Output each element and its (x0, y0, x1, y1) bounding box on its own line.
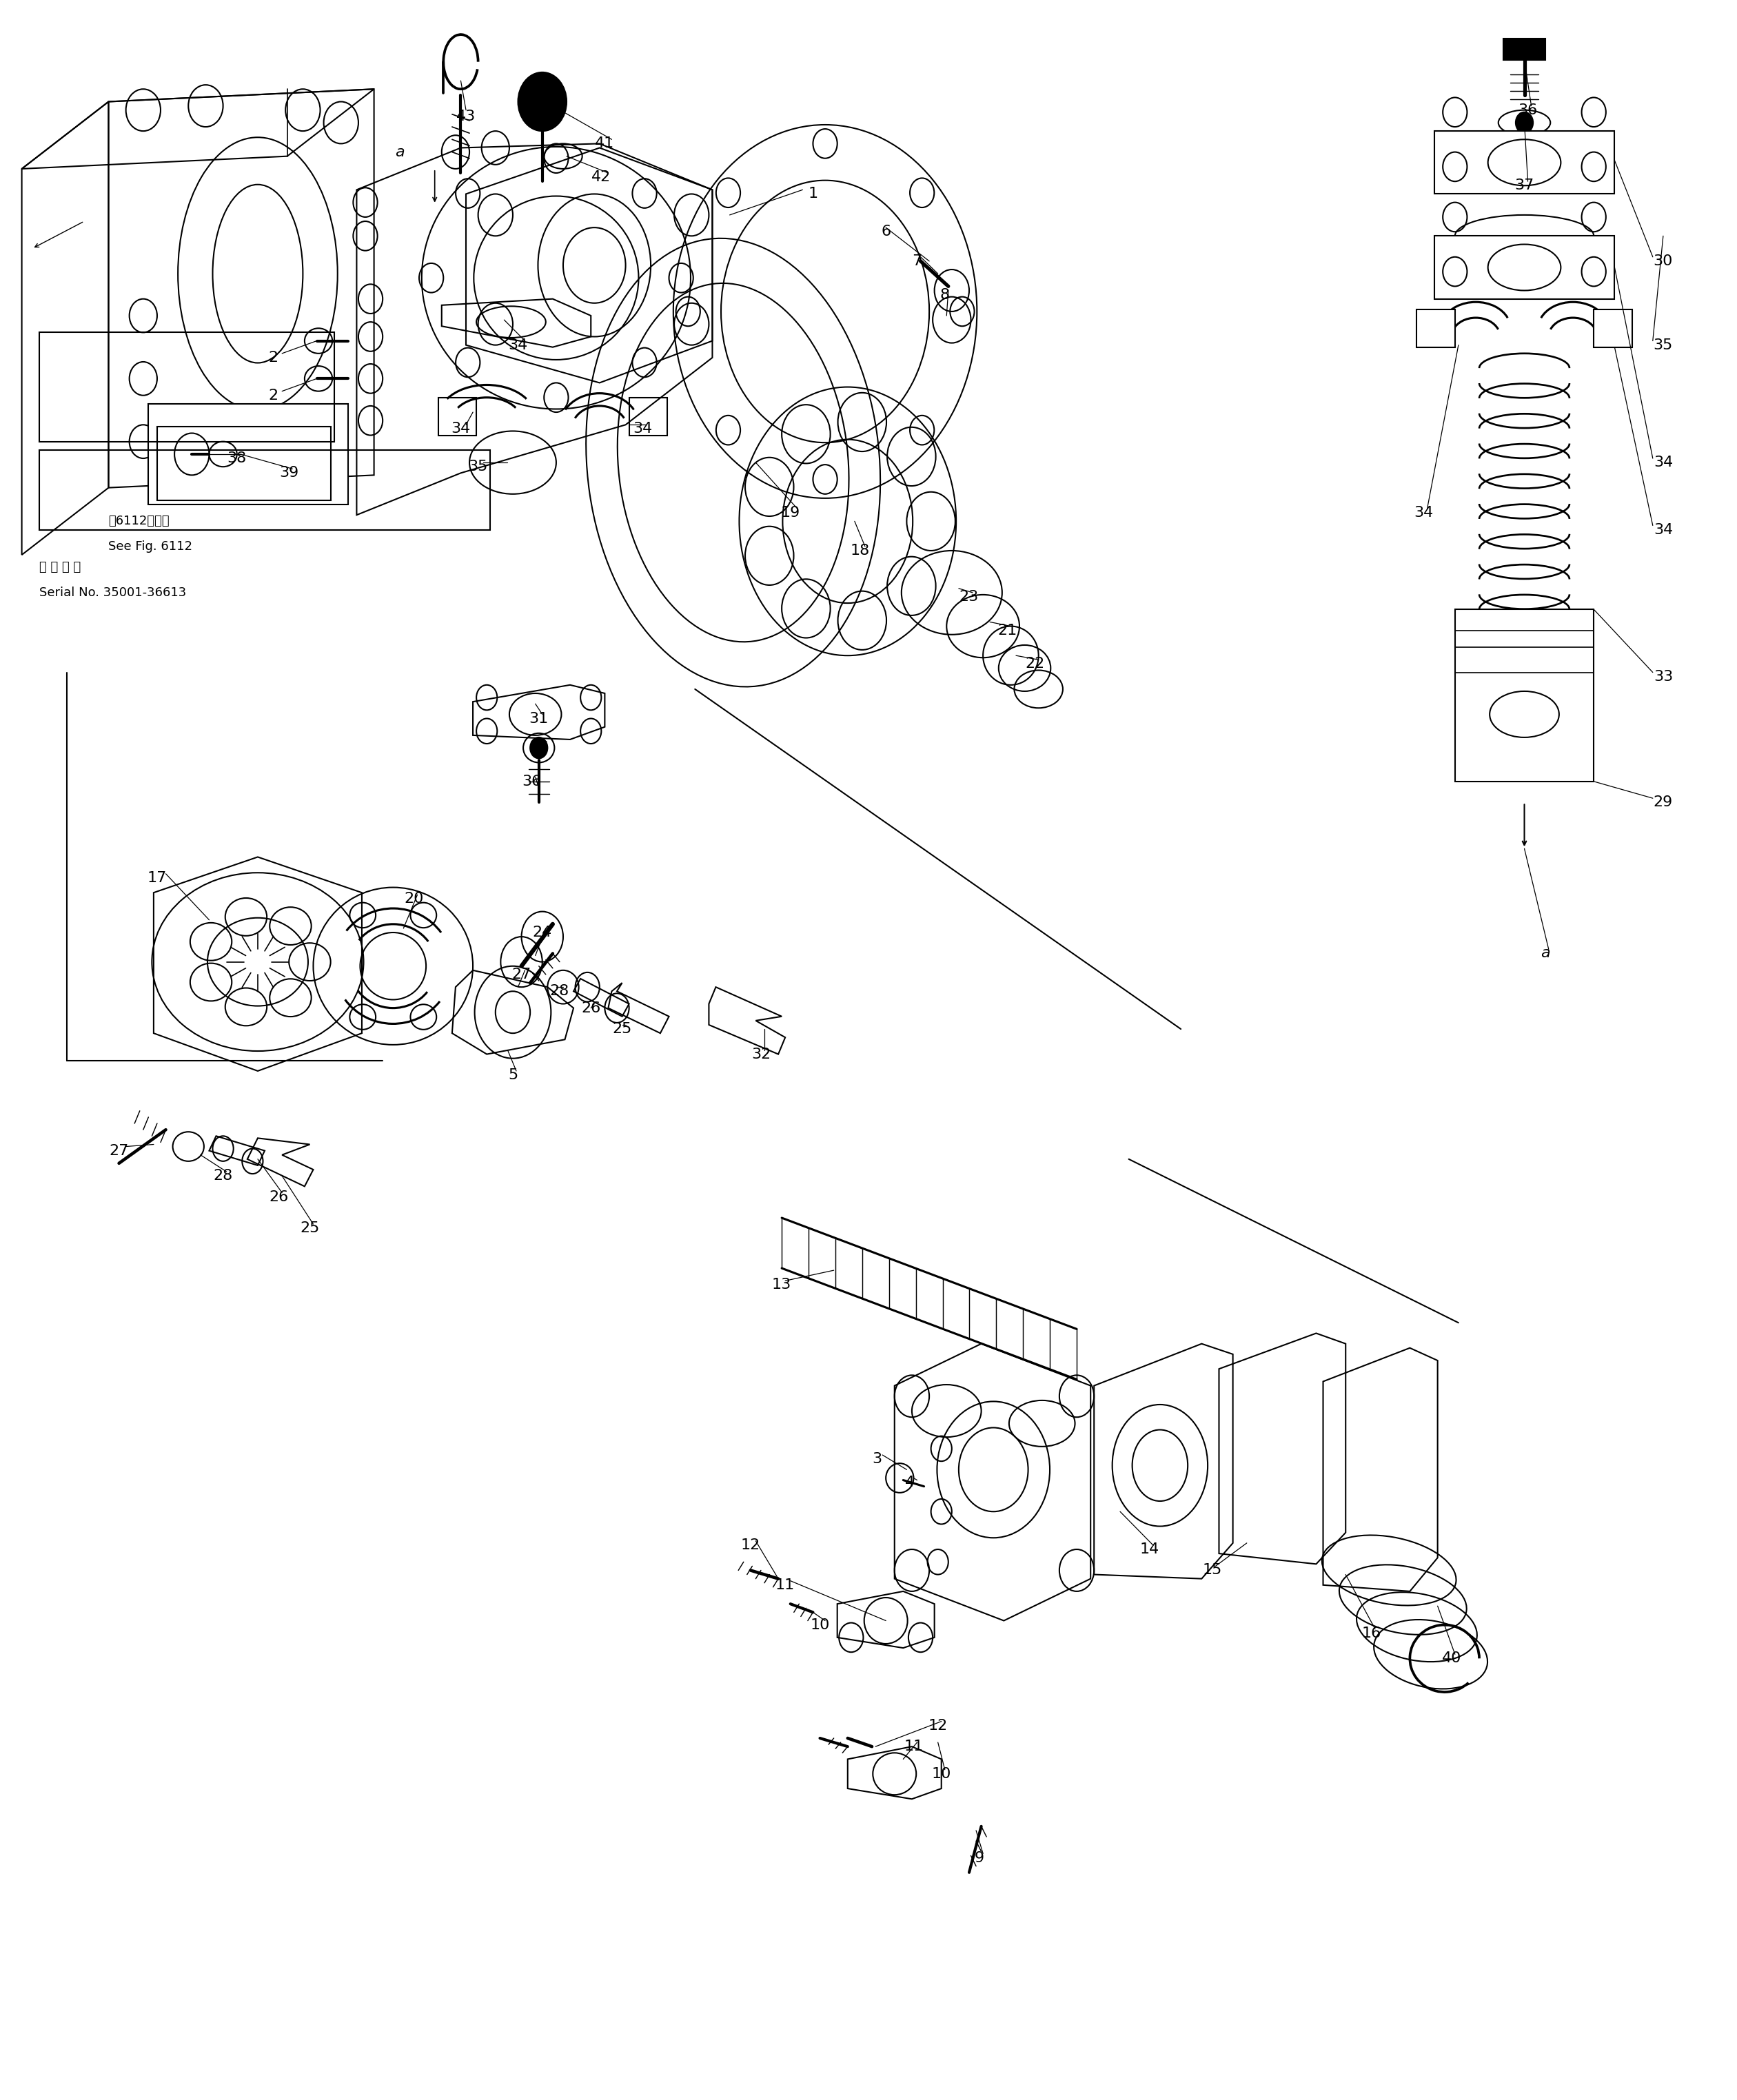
Text: 適 用 号 機: 適 用 号 機 (40, 561, 80, 573)
Text: 10: 10 (931, 1766, 952, 1781)
Text: 34: 34 (452, 422, 471, 437)
Text: 35: 35 (1654, 338, 1673, 353)
Text: See Fig. 6112: See Fig. 6112 (108, 540, 193, 552)
Text: 12: 12 (740, 1539, 761, 1552)
Text: 28: 28 (551, 985, 570, 997)
Text: 22: 22 (1025, 657, 1044, 670)
Text: 36: 36 (1518, 103, 1537, 118)
Circle shape (518, 71, 566, 130)
Text: 19: 19 (780, 506, 801, 521)
Text: 27: 27 (512, 968, 532, 981)
Text: 41: 41 (596, 136, 615, 151)
Bar (40, 332, 334, 441)
Text: 17: 17 (148, 872, 167, 884)
Text: 36: 36 (523, 775, 542, 788)
Text: 6: 6 (881, 225, 891, 239)
Text: 26: 26 (582, 1002, 601, 1014)
Text: 34: 34 (509, 338, 528, 353)
Text: 31: 31 (530, 712, 549, 724)
Bar (156, 426, 330, 500)
Text: 29: 29 (1654, 796, 1673, 809)
Text: 9: 9 (974, 1850, 985, 1865)
Text: 24: 24 (533, 926, 552, 939)
Text: 40: 40 (1442, 1651, 1461, 1665)
Text: a: a (396, 145, 405, 160)
Text: 32: 32 (750, 1048, 771, 1060)
Text: 37: 37 (1515, 179, 1534, 193)
Text: 27: 27 (109, 1144, 129, 1157)
Text: 39: 39 (280, 466, 299, 481)
Circle shape (1516, 111, 1534, 132)
Bar (629, 397, 667, 435)
Text: 42: 42 (592, 170, 611, 185)
Text: 43: 43 (457, 109, 476, 124)
Text: 第6112図参照: 第6112図参照 (108, 514, 170, 527)
Text: 16: 16 (1362, 1625, 1381, 1640)
Text: 7: 7 (912, 254, 922, 269)
Text: 2: 2 (269, 389, 278, 403)
Bar (1417, 309, 1456, 347)
Bar (40, 449, 490, 529)
Text: 10: 10 (809, 1617, 830, 1632)
Bar (1435, 235, 1615, 298)
Text: 26: 26 (269, 1191, 288, 1203)
Text: 1: 1 (808, 187, 818, 202)
Text: 34: 34 (1414, 506, 1433, 521)
Text: 8: 8 (940, 288, 950, 302)
Text: 25: 25 (301, 1222, 320, 1235)
Text: 18: 18 (849, 544, 870, 557)
Text: Serial No. 35001-36613: Serial No. 35001-36613 (40, 586, 186, 598)
Text: 37: 37 (530, 741, 549, 754)
Text: 35: 35 (469, 460, 488, 475)
Bar (148, 403, 347, 504)
Text: 20: 20 (405, 892, 424, 905)
Bar (438, 397, 476, 435)
Text: 33: 33 (1654, 670, 1673, 683)
Text: a: a (1541, 947, 1549, 960)
Text: 38: 38 (228, 452, 247, 466)
Text: 28: 28 (214, 1170, 233, 1182)
Text: 5: 5 (507, 1069, 518, 1082)
Circle shape (530, 737, 547, 758)
Text: 2: 2 (269, 351, 278, 365)
Bar (1435, 130, 1615, 193)
Text: 14: 14 (1139, 1544, 1159, 1556)
Text: 21: 21 (997, 624, 1018, 636)
Text: 13: 13 (771, 1279, 792, 1292)
Text: 11: 11 (903, 1739, 924, 1754)
Text: 11: 11 (775, 1577, 796, 1592)
Text: 15: 15 (1202, 1562, 1221, 1577)
Text: 25: 25 (613, 1023, 632, 1035)
Text: 23: 23 (959, 590, 980, 603)
Text: 3: 3 (872, 1453, 882, 1466)
Text: 34: 34 (1654, 523, 1673, 538)
Text: 34: 34 (634, 422, 653, 437)
Text: 34: 34 (1654, 456, 1673, 470)
Bar (1595, 309, 1633, 347)
Bar (1504, 38, 1546, 59)
Text: 4: 4 (905, 1476, 915, 1489)
Text: 30: 30 (1654, 254, 1673, 269)
Text: 12: 12 (928, 1718, 948, 1733)
